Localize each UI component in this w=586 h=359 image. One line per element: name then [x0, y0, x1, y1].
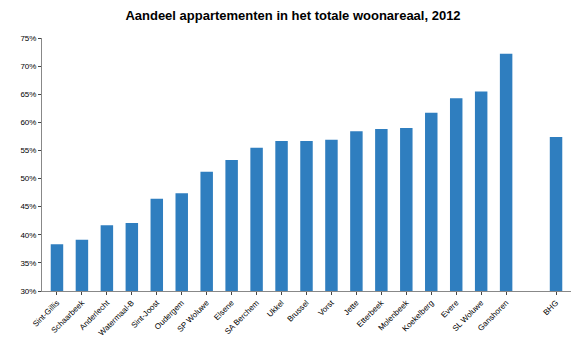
- svg-text:Molenbeek: Molenbeek: [377, 298, 412, 333]
- svg-text:BHG: BHG: [542, 298, 561, 317]
- svg-text:35%: 35%: [20, 259, 36, 268]
- svg-text:Schaarbeek: Schaarbeek: [50, 298, 87, 335]
- svg-text:Elsene: Elsene: [212, 298, 236, 322]
- svg-text:Ganshoren: Ganshoren: [476, 298, 510, 332]
- svg-text:SP Woluwe: SP Woluwe: [176, 298, 212, 334]
- svg-text:Anderlecht: Anderlecht: [78, 298, 112, 332]
- svg-text:55%: 55%: [20, 146, 36, 155]
- svg-text:SL Woluwe: SL Woluwe: [451, 298, 486, 333]
- svg-text:50%: 50%: [20, 174, 36, 183]
- svg-text:Brussel: Brussel: [286, 298, 311, 323]
- svg-text:75%: 75%: [20, 34, 36, 43]
- svg-text:Ukkel: Ukkel: [265, 298, 286, 319]
- svg-text:Oudergem: Oudergem: [153, 298, 186, 331]
- svg-text:30%: 30%: [20, 287, 36, 296]
- svg-text:Sint-Joost: Sint-Joost: [130, 298, 162, 330]
- svg-text:Evere: Evere: [439, 298, 461, 320]
- svg-text:SA Berchem: SA Berchem: [223, 298, 261, 336]
- svg-text:Etterbeek: Etterbeek: [355, 298, 386, 329]
- svg-text:60%: 60%: [20, 118, 36, 127]
- svg-text:Jette: Jette: [342, 298, 361, 317]
- svg-text:40%: 40%: [20, 231, 36, 240]
- svg-text:Sint-Gillis: Sint-Gillis: [31, 298, 61, 328]
- svg-text:Watermaal-B: Watermaal-B: [97, 298, 136, 337]
- svg-text:70%: 70%: [20, 62, 36, 71]
- svg-text:45%: 45%: [20, 202, 36, 211]
- svg-text:Koekelberg: Koekelberg: [401, 298, 436, 333]
- svg-text:65%: 65%: [20, 90, 36, 99]
- svg-text:Aandeel appartementen in het t: Aandeel appartementen in het totale woon…: [125, 8, 460, 23]
- svg-text:Vorst: Vorst: [316, 298, 336, 318]
